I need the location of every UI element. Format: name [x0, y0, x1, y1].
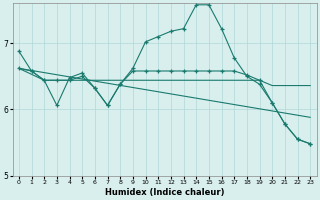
X-axis label: Humidex (Indice chaleur): Humidex (Indice chaleur)	[105, 188, 224, 197]
